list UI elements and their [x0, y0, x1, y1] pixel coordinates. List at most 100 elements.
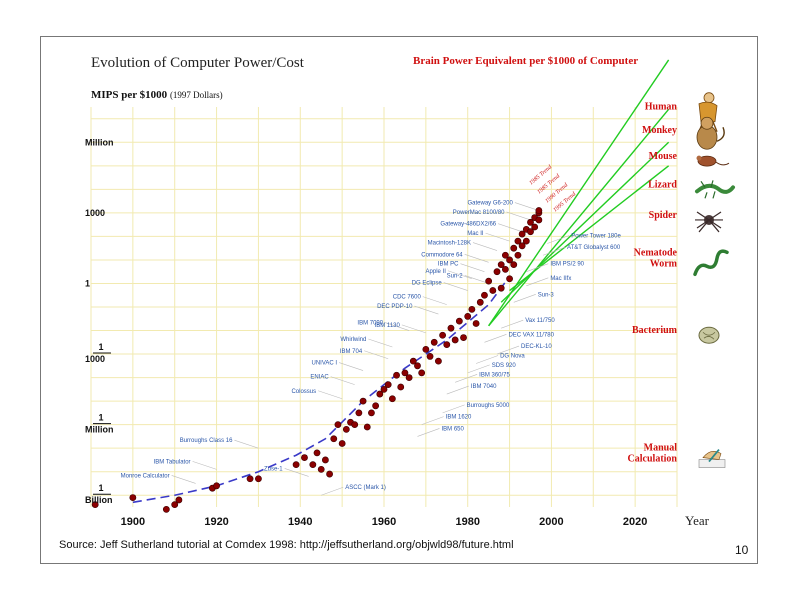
machine-label: CDC 7600	[393, 295, 422, 301]
data-point	[326, 470, 333, 478]
machine-label: IBM 704	[340, 349, 363, 355]
data-point	[91, 501, 99, 509]
label-leader-line	[547, 235, 570, 244]
machine-label: DEC VAX 11/780	[508, 332, 554, 338]
data-point	[171, 501, 179, 509]
label-leader-line	[447, 270, 472, 280]
y-tick-denominator: 1000	[85, 354, 105, 364]
label-leader-line	[385, 322, 410, 331]
data-point	[506, 275, 513, 283]
data-point	[342, 425, 350, 433]
green-trend-line	[509, 165, 670, 292]
machine-label: Colossus	[291, 389, 316, 395]
machine-label: Gateway-486DX2/66	[440, 222, 496, 228]
slide: Evolution of Computer Power/Cost MIPS pe…	[40, 36, 758, 564]
data-point	[531, 223, 539, 231]
x-tick-label: 2020	[623, 516, 647, 528]
benchmark-label: Nematode	[634, 247, 678, 258]
machine-label: DEC-KL-10	[521, 344, 552, 350]
data-point	[393, 371, 400, 379]
machine-label: IBM PC	[438, 262, 459, 268]
machine-label: Macintosh-128K	[428, 241, 471, 247]
machine-label: Mac IIfx	[550, 276, 571, 282]
data-point	[376, 390, 384, 398]
data-point	[447, 324, 455, 332]
label-leader-line	[467, 364, 490, 374]
chart-canvas: Gateway G6-200 PowerMac 8100/80 Gateway-48…	[85, 59, 735, 528]
x-tick-label: 1900	[121, 516, 145, 528]
machine-label: ENIAC	[310, 375, 329, 381]
lizard-icon	[695, 180, 735, 199]
data-point	[321, 456, 329, 464]
data-point	[468, 305, 476, 313]
page-number: 10	[735, 543, 749, 557]
spider-icon	[695, 211, 723, 233]
label-leader-line	[364, 350, 389, 360]
data-point	[405, 374, 413, 381]
x-tick-label: 1940	[288, 516, 312, 528]
machine-label: Sun-3	[538, 292, 555, 298]
machine-label: Whirlwind	[340, 337, 366, 343]
data-point	[334, 421, 342, 429]
label-leader-line	[330, 376, 355, 385]
y-tick-label: 1000	[85, 208, 105, 218]
label-leader-line	[472, 242, 498, 251]
label-leader-line	[464, 254, 489, 263]
data-point	[439, 331, 446, 339]
grid	[90, 107, 678, 507]
machine-label: UNIVAC I	[312, 361, 338, 367]
machine-label: Gateway G6-200	[468, 201, 514, 207]
x-tick-label: 1980	[455, 516, 479, 528]
chart-title: Evolution of Computer Power/Cost	[91, 55, 304, 71]
label-leader-line	[318, 390, 343, 400]
source-note: Source: Jeff Sutherland tutorial at Comd…	[59, 539, 514, 551]
data-point	[514, 237, 522, 245]
human-icon	[698, 92, 718, 132]
label-leader-line	[321, 486, 344, 496]
data-point	[510, 244, 518, 252]
label-leader-line	[338, 362, 364, 371]
data-point	[409, 357, 417, 365]
hand-writing-icon	[698, 449, 726, 468]
y-axis-title-main: MIPS per $1000	[91, 89, 168, 101]
data-point	[317, 465, 325, 473]
data-point	[388, 395, 396, 403]
machine-label: IBM 360/75	[479, 372, 510, 378]
data-point	[485, 277, 493, 285]
data-point	[455, 317, 463, 325]
data-point	[518, 242, 526, 250]
label-leader-line	[234, 439, 259, 449]
data-point	[213, 482, 220, 490]
machine-label: IBM Tabulator	[154, 459, 191, 465]
data-point	[443, 341, 451, 349]
data-point	[309, 461, 317, 469]
y-axis-title: MIPS per $1000 (1997 Dollars)	[91, 89, 223, 101]
machine-label: Apple II	[426, 269, 447, 275]
label-leader-line	[443, 282, 468, 291]
data-point	[514, 251, 522, 259]
data-point	[380, 385, 388, 393]
machine-label: IBM 650	[441, 426, 464, 432]
brain-power-title: Brain Power Equivalent per $1000 of Comp…	[413, 55, 639, 67]
machine-label: Commodore 64	[421, 252, 463, 258]
label-leader-line	[501, 319, 524, 329]
label-leader-line	[498, 223, 523, 232]
data-point	[372, 402, 380, 410]
label-leader-line	[460, 263, 485, 272]
y-tick-label: Million	[85, 137, 114, 147]
data-point	[535, 216, 543, 224]
label-leader-line	[526, 263, 549, 272]
data-point	[430, 338, 438, 346]
data-point	[481, 291, 488, 299]
machine-label: Mac II	[467, 231, 484, 237]
machine-label: Sun-2	[447, 273, 464, 279]
data-point	[355, 409, 363, 417]
data-point	[338, 440, 346, 447]
benchmark-label: Monkey	[642, 125, 677, 136]
green-trend-line	[488, 108, 670, 327]
machine-label: IBM 1130	[375, 323, 401, 329]
label-leader-line	[442, 404, 465, 414]
data-point	[422, 345, 430, 353]
label-leader-line	[475, 355, 499, 364]
label-leader-line	[401, 324, 426, 334]
